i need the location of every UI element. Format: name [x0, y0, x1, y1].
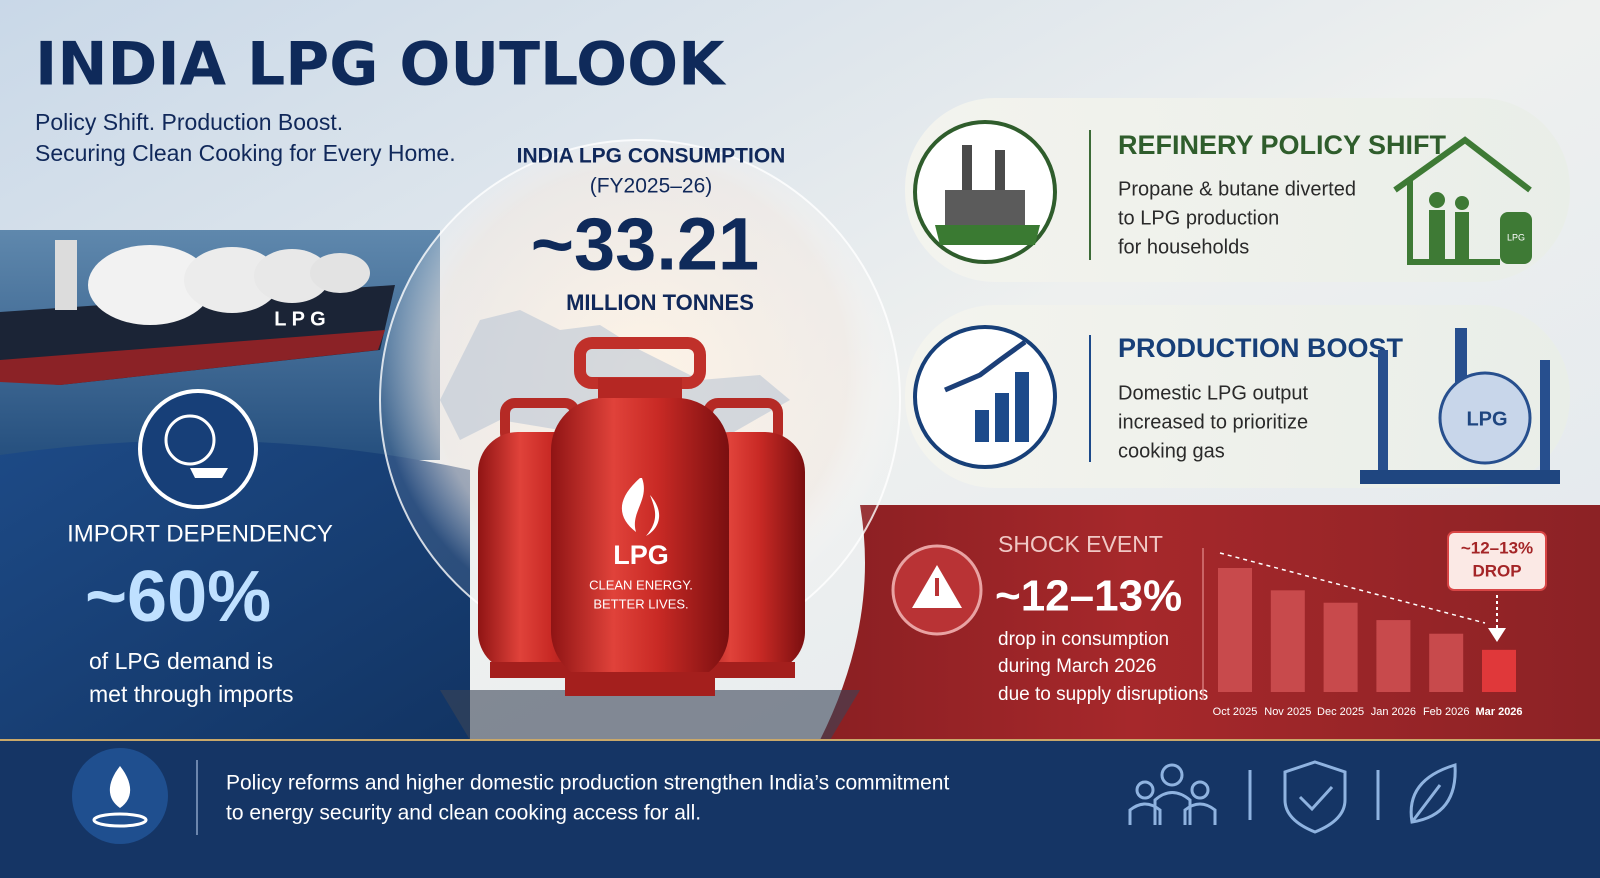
consumption-unit: MILLION TONNES [566, 290, 754, 315]
production-icon [913, 325, 1057, 469]
policy-icon-tower [995, 150, 1005, 225]
bar [1270, 590, 1305, 692]
title: INDIA LPG OUTLOOK [35, 30, 727, 100]
x-tick-label: Feb 2026 [1423, 706, 1469, 718]
policy-icon-tower [962, 145, 972, 225]
bar [1218, 568, 1252, 692]
bar [1429, 633, 1464, 692]
card-title: PRODUCTION BOOST [1118, 333, 1404, 363]
shock-title: SHOCK EVENT [998, 531, 1163, 557]
x-tick-label: Nov 2025 [1264, 706, 1311, 718]
consumption-value: ~33.21 [531, 203, 759, 286]
card-text: for households [1118, 236, 1249, 258]
house-icon-person [1455, 196, 1469, 210]
footer [0, 740, 1600, 878]
footer-text: to energy security and clean cooking acc… [226, 802, 701, 825]
import-icon-ship [190, 468, 228, 478]
plant-icon-base [1360, 470, 1560, 484]
cylinder-tagline: BETTER LIVES. [593, 596, 688, 611]
floor [440, 690, 860, 740]
x-tick-label: Mar 2026 [1475, 706, 1522, 718]
consumption-label: (FY2025–26) [590, 175, 713, 198]
plant-icon-tower [1455, 328, 1467, 388]
flame-icon-flame [109, 766, 131, 808]
house-icon-person [1455, 212, 1469, 260]
card-text: Domestic LPG output [1118, 382, 1309, 404]
shock-text: during March 2026 [998, 656, 1156, 677]
plant-icon-tower [1540, 360, 1550, 480]
plant-icon-label: LPG [1466, 408, 1507, 430]
warning-icon-mark [935, 578, 939, 596]
bar [1376, 620, 1411, 692]
subtitle: Policy Shift. Production Boost. [35, 109, 343, 135]
card-title: REFINERY POLICY SHIFT [1118, 130, 1447, 160]
flame-icon-burner [92, 812, 148, 828]
production-icon-bar [1015, 372, 1029, 442]
import-text: of LPG demand is [89, 648, 273, 674]
callout [1447, 531, 1547, 591]
card-text: increased to prioritize [1118, 411, 1308, 433]
production-icon-bar [995, 393, 1009, 442]
plant-icon-tower [1378, 350, 1388, 480]
bar [1482, 649, 1516, 692]
house-icon-label: LPG [1507, 232, 1525, 242]
footer-icons [1128, 760, 1457, 834]
cylinder-label: LPG [613, 540, 669, 570]
x-tick-label: Jan 2026 [1371, 706, 1416, 718]
cylinders: LPG CLEAN ENERGY. BETTER LIVES. [478, 337, 805, 696]
subtitle: Securing Clean Cooking for Every Home. [35, 140, 456, 166]
ship: L P G [0, 240, 395, 385]
house-icon-cylinder [1500, 212, 1532, 264]
shock-text: drop in consumption [998, 629, 1169, 650]
import-text: met through imports [89, 681, 294, 707]
bar [1323, 602, 1358, 692]
production-icon-bar [975, 410, 989, 442]
bar-chart: Oct 2025 Nov 2025 Dec 2025 Jan 2026 Feb 2026… [1213, 568, 1523, 718]
shock-text: due to supply disruptions [998, 684, 1208, 705]
policy-icon-plant [945, 190, 1025, 225]
callout-text: DROP [1472, 561, 1521, 580]
policy-icon-ground [935, 225, 1040, 245]
house-icon-person [1429, 192, 1445, 208]
card-text: Propane & butane diverted [1118, 178, 1356, 200]
x-tick-label: Oct 2025 [1213, 706, 1258, 718]
card-text: to LPG production [1118, 207, 1279, 229]
callout-arrowhead [1488, 628, 1506, 642]
callout-text: ~12–13% [1461, 538, 1533, 557]
house-icon-person [1429, 210, 1445, 260]
trend-line [1219, 552, 1486, 624]
shock-value: ~12–13% [995, 572, 1182, 621]
x-tick-label: Dec 2025 [1317, 706, 1364, 718]
import-value: ~60% [85, 557, 271, 637]
import-title: IMPORT DEPENDENCY [67, 520, 333, 547]
house-icon [1393, 136, 1532, 265]
plant-icon-tank [1438, 371, 1532, 465]
footer-text: Policy reforms and higher domestic produ… [226, 772, 949, 795]
cylinder-tagline: CLEAN ENERGY. [589, 577, 693, 592]
production-card [905, 305, 1570, 488]
policy-card [905, 98, 1570, 282]
import-panel [0, 440, 470, 740]
production-icon-arrow [944, 339, 1027, 393]
card-text: cooking gas [1118, 440, 1225, 462]
ship-label: L P G [274, 308, 326, 330]
import-icon-globe [164, 414, 216, 466]
consumption-label: INDIA LPG CONSUMPTION [517, 145, 786, 168]
import-icon [138, 389, 258, 509]
